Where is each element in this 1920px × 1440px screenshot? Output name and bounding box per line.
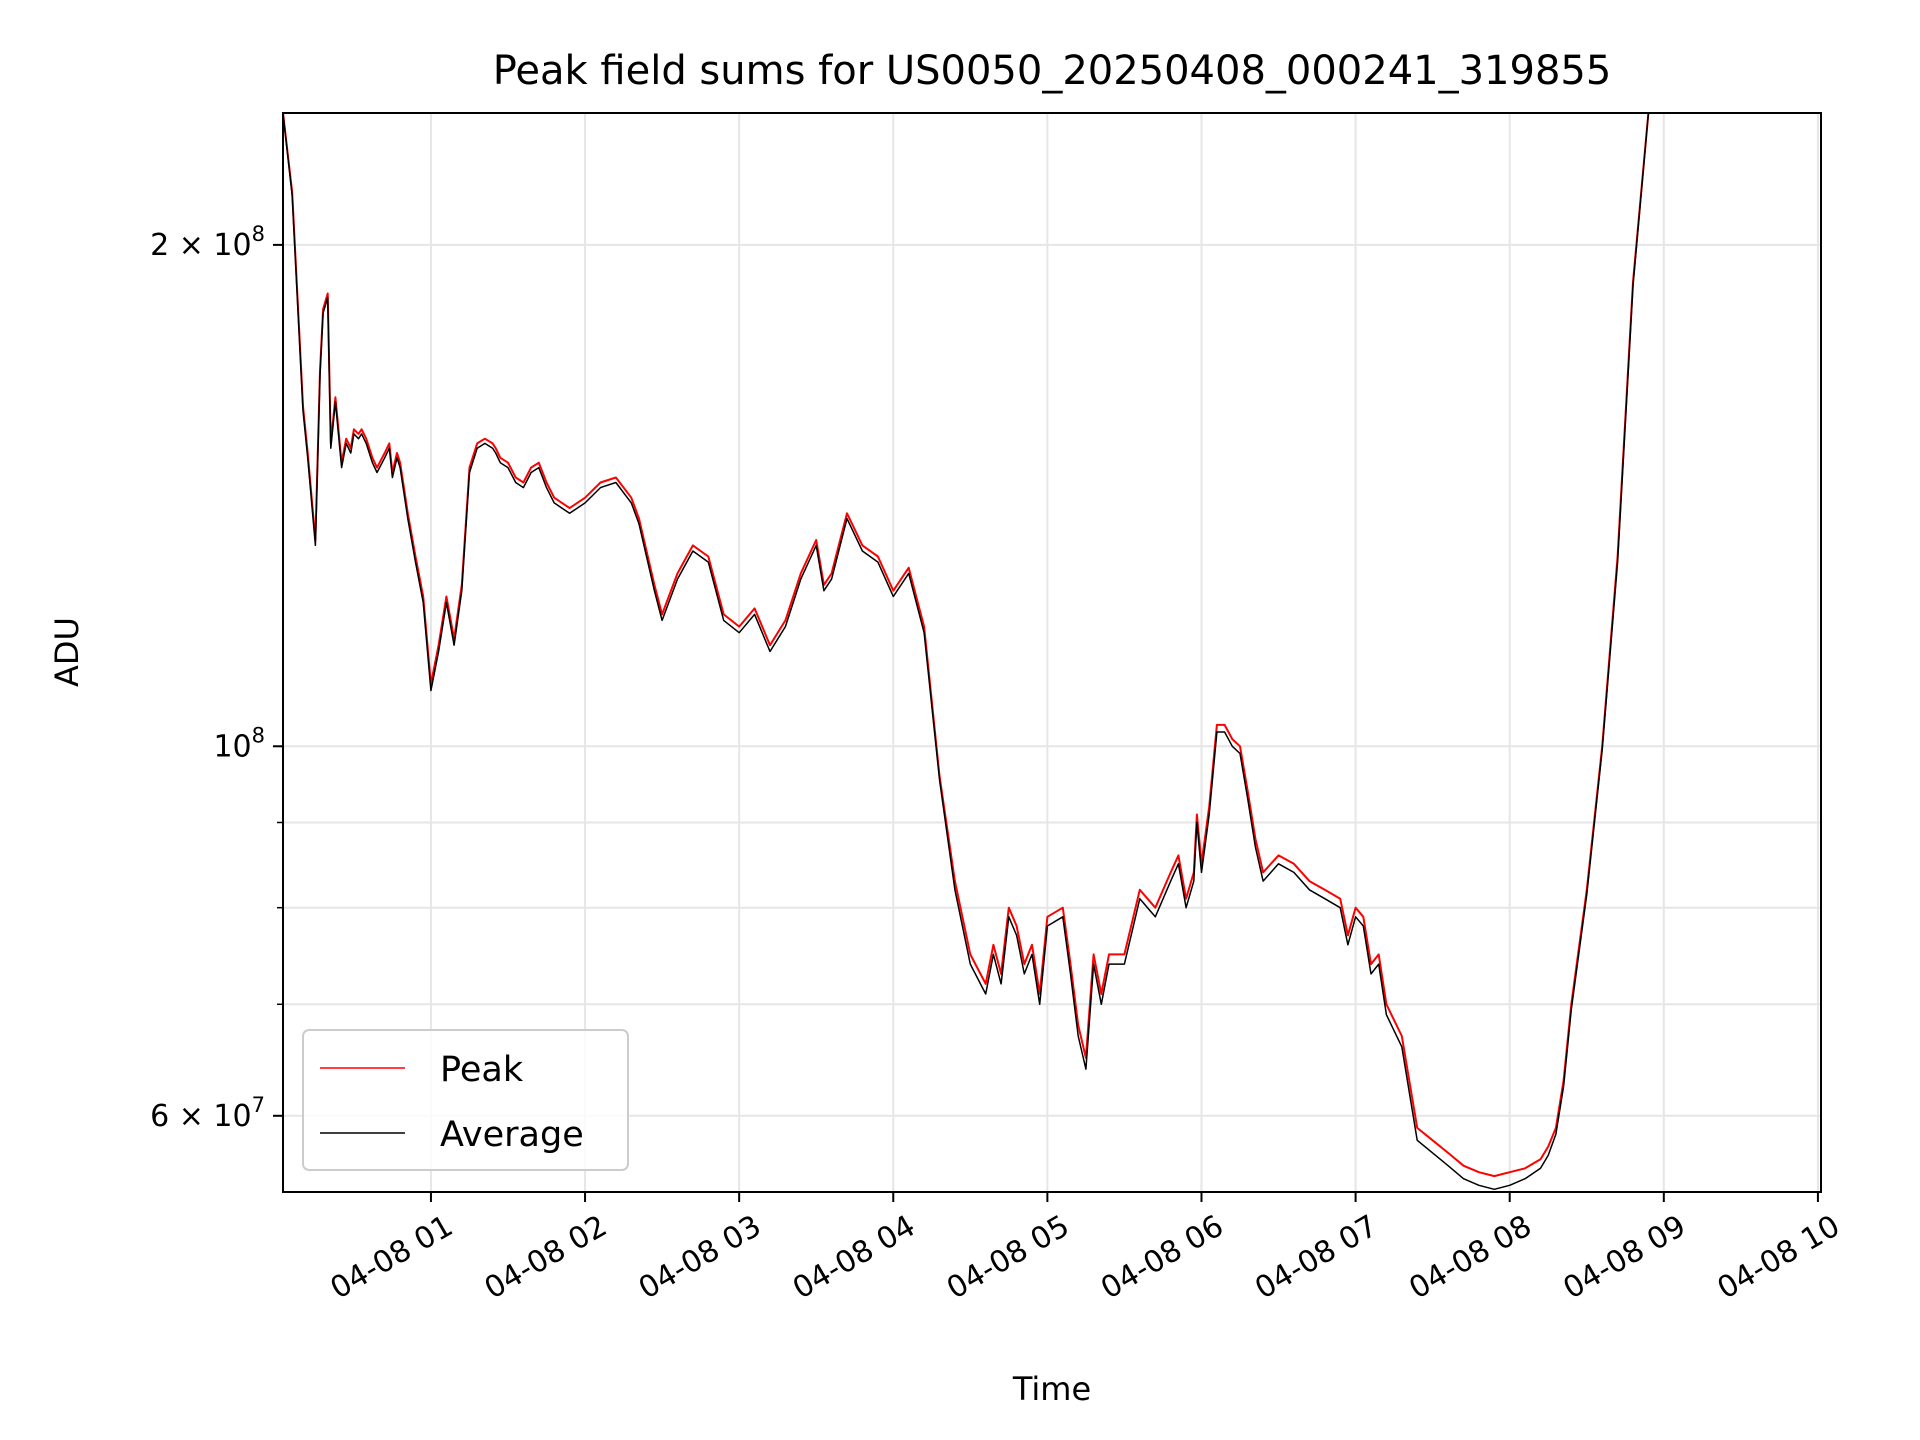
grid-layer [283, 113, 1821, 1192]
chart-title: Peak field sums for US0050_20250408_0002… [493, 48, 1612, 94]
series-line-peak [282, 112, 1650, 1178]
y-tick-label: 6 × 107 [150, 1093, 265, 1134]
series-layer [282, 112, 1650, 1191]
series-line-average [282, 112, 1650, 1191]
legend-label-average: Average [440, 1115, 584, 1155]
legend: Peak Average [302, 1029, 629, 1171]
legend-label-peak: Peak [440, 1050, 524, 1090]
plot-frame [282, 112, 1822, 1193]
y-tick-label: 108 [213, 723, 265, 764]
legend-box [302, 1029, 629, 1171]
y-axis-title: ADU [48, 617, 86, 687]
x-axis-title: Time [1012, 1370, 1091, 1408]
y-tick-label: 2 × 108 [150, 222, 265, 263]
y-axis: 2 × 108 108 6 × 107 [150, 222, 283, 1134]
